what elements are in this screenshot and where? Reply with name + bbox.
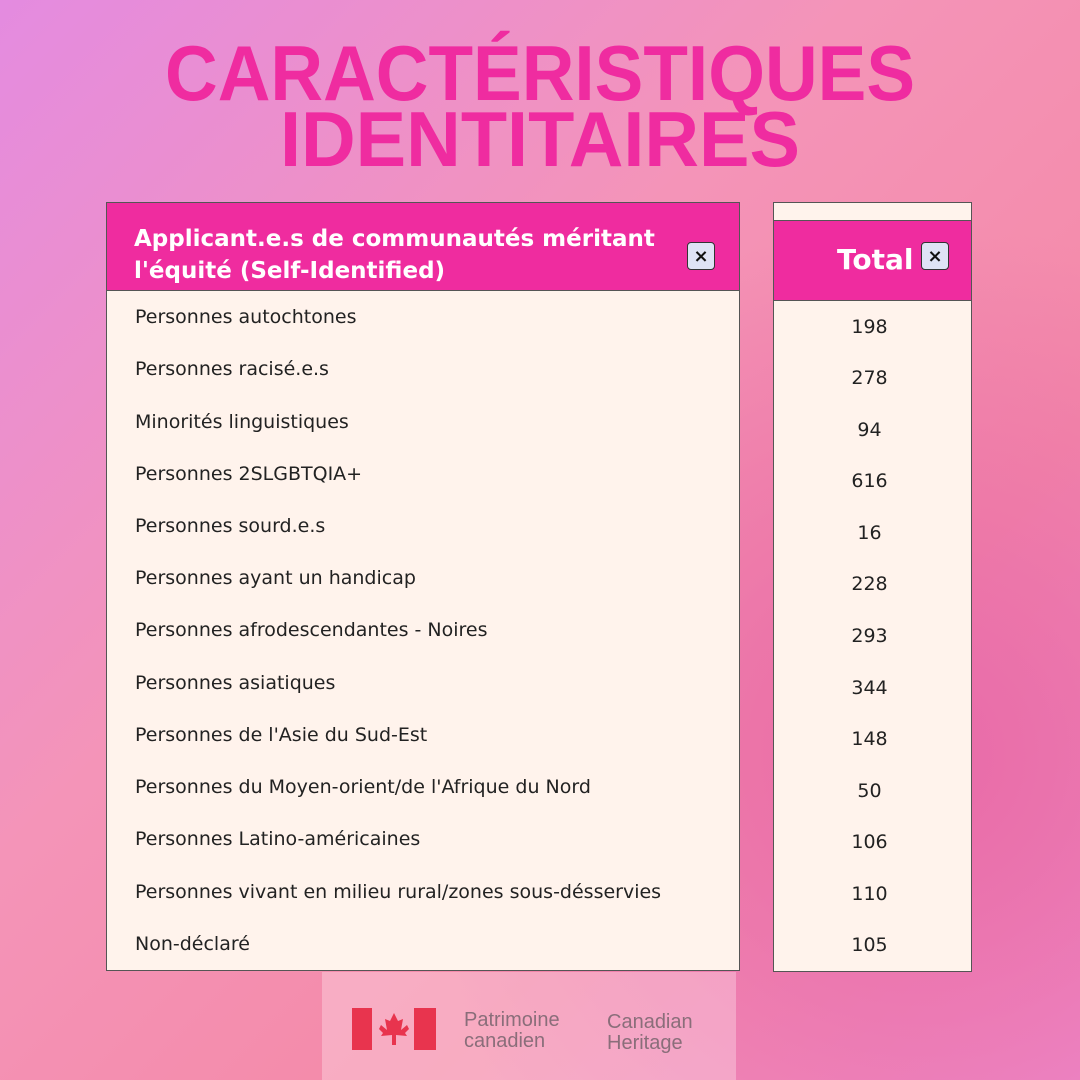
row-total: 105 bbox=[773, 919, 972, 972]
logo-panel: Patrimoine canadien Canadian Heritage bbox=[322, 972, 736, 1080]
row-label: Personnes sourd.e.s bbox=[106, 499, 740, 554]
row-label-text: Minorités linguistiques bbox=[135, 410, 349, 433]
logo-text: canadien bbox=[464, 1030, 546, 1052]
row-label-text: Personnes Latino-américaines bbox=[135, 828, 421, 851]
row-label: Personnes vivant en milieu rural/zones s… bbox=[106, 865, 740, 919]
row-label-text: Non-déclaré bbox=[135, 932, 250, 955]
close-button[interactable]: × bbox=[687, 242, 715, 270]
row-total-text: 148 bbox=[851, 728, 888, 751]
row-total-text: 94 bbox=[857, 418, 882, 441]
logo-en: Canadian Heritage bbox=[607, 1012, 693, 1054]
flag bbox=[352, 1008, 436, 1050]
row-label-text: Personnes asiatiques bbox=[135, 671, 336, 694]
row-label: Personnes de l'Asie du Sud-Est bbox=[106, 708, 740, 763]
row-label: Personnes ayant un handicap bbox=[106, 552, 740, 606]
row-label-text: Personnes ayant un handicap bbox=[135, 567, 416, 590]
row-total: 293 bbox=[773, 610, 972, 663]
row-label-text: Personnes sourd.e.s bbox=[135, 515, 326, 538]
row-total-text: 106 bbox=[851, 831, 888, 854]
row-label: Personnes 2SLGBTQIA+ bbox=[106, 447, 740, 501]
row-total: 94 bbox=[773, 404, 972, 457]
row-label: Personnes asiatiques bbox=[106, 656, 740, 710]
row-total: 148 bbox=[773, 713, 972, 766]
row-total: 198 bbox=[773, 301, 972, 354]
table-header: Applicant.e.s de communautés méritant l'… bbox=[106, 202, 740, 291]
header-text: Total bbox=[837, 243, 914, 276]
row-label: Personnes du Moyen-orient/de l'Afrique d… bbox=[106, 761, 740, 815]
row-label-text: Personnes 2SLGBTQIA+ bbox=[135, 462, 363, 485]
row-total-text: 616 bbox=[851, 470, 888, 493]
header-strip bbox=[773, 202, 972, 222]
row-total: 344 bbox=[773, 661, 972, 715]
row-total: 228 bbox=[773, 558, 972, 612]
title-line: IDENTITAIRES bbox=[280, 95, 800, 180]
row-total-text: 105 bbox=[851, 934, 888, 957]
row-label: Personnes Latino-américaines bbox=[106, 813, 740, 867]
logo-text: Patrimoine bbox=[464, 1009, 560, 1031]
title-line: CARACTÉRISTIQUES bbox=[165, 29, 915, 117]
logo-text: Heritage bbox=[607, 1032, 683, 1054]
row-label: Personnes autochtones bbox=[106, 291, 740, 345]
row-label-text: Personnes du Moyen-orient/de l'Afrique d… bbox=[135, 776, 591, 799]
row-label-text: Personnes racisé.e.s bbox=[135, 358, 329, 381]
row-label: Minorités linguistiques bbox=[106, 395, 740, 449]
row-total-text: 278 bbox=[851, 367, 888, 390]
row-total-text: 16 bbox=[857, 521, 882, 544]
row-total: 278 bbox=[773, 352, 972, 406]
row-total: 50 bbox=[773, 764, 972, 818]
row-total-text: 228 bbox=[851, 573, 888, 596]
row-total-text: 198 bbox=[851, 315, 888, 338]
row-total: 110 bbox=[773, 867, 972, 921]
row-total: 16 bbox=[773, 507, 972, 560]
header-text: Applicant.e.s de communautés méritant l'… bbox=[134, 226, 655, 284]
row-total-text: 110 bbox=[851, 882, 888, 905]
row-label: Personnes racisé.e.s bbox=[106, 343, 740, 397]
row-total-text: 50 bbox=[857, 779, 882, 802]
row-label: Non-déclaré bbox=[106, 917, 740, 971]
title: CARACTÉRISTIQUES IDENTITAIRES bbox=[165, 29, 915, 180]
row-label-text: Personnes de l'Asie du Sud-Est bbox=[135, 723, 428, 746]
row-total: 106 bbox=[773, 816, 972, 869]
close-button[interactable]: × bbox=[921, 242, 949, 270]
row-total-text: 293 bbox=[851, 624, 888, 647]
row-label-text: Personnes autochtones bbox=[135, 306, 357, 329]
logo-text: Canadian bbox=[607, 1011, 693, 1033]
row-label-text: Personnes vivant en milieu rural/zones s… bbox=[135, 880, 662, 903]
row-label: Personnes afrodescendantes - Noires bbox=[106, 604, 740, 658]
row-total-text: 344 bbox=[851, 676, 888, 699]
logo-fr: Patrimoine canadien bbox=[464, 1010, 560, 1052]
row-label-text: Personnes afrodescendantes - Noires bbox=[135, 619, 488, 642]
row-total: 616 bbox=[773, 455, 972, 509]
